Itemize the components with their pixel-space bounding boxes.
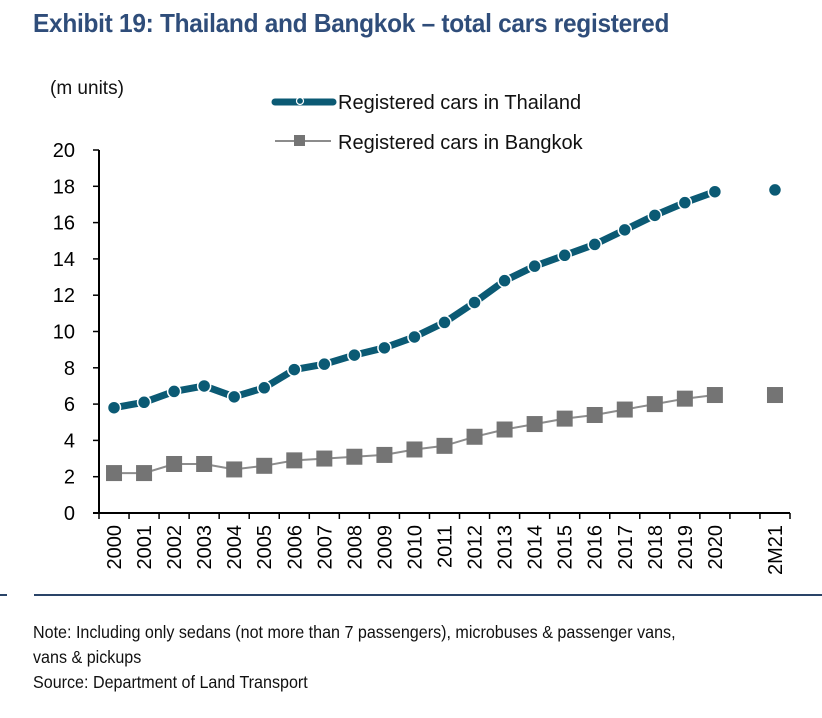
bangkok-point bbox=[406, 441, 423, 458]
bangkok-point bbox=[256, 457, 273, 474]
y-tick-label: 10 bbox=[53, 322, 75, 344]
x-tick-label: 2006 bbox=[284, 525, 306, 570]
axes: 0 2 4 6 8 10 12 14 16 18 20 2000 2001 2002 2003 2004 200… bbox=[53, 140, 791, 575]
bangkok-point bbox=[106, 465, 123, 482]
bangkok-point bbox=[766, 387, 783, 404]
thailand-point bbox=[767, 182, 783, 198]
bangkok-point bbox=[706, 387, 723, 404]
x-tick-label: 2020 bbox=[705, 525, 727, 570]
x-tick-label: 2009 bbox=[374, 525, 396, 570]
bangkok-point bbox=[136, 465, 153, 482]
bangkok-point bbox=[676, 390, 693, 407]
thailand-point bbox=[497, 273, 512, 288]
series-bangkok bbox=[106, 387, 783, 482]
bangkok-point bbox=[526, 416, 543, 433]
thailand-point bbox=[136, 395, 152, 410]
thailand-point bbox=[347, 347, 362, 363]
bangkok-point bbox=[346, 448, 363, 465]
bangkok-point bbox=[226, 461, 243, 478]
thailand-point bbox=[587, 237, 602, 252]
y-tick-label: 6 bbox=[64, 394, 75, 416]
x-tick-label: 2003 bbox=[194, 525, 216, 570]
x-tick-label: 2000 bbox=[104, 525, 126, 570]
thailand-point bbox=[407, 329, 422, 345]
bangkok-point bbox=[376, 446, 393, 463]
y-tick-label: 12 bbox=[53, 285, 75, 307]
x-tick-label: 2014 bbox=[525, 525, 547, 570]
x-tick-label: 2018 bbox=[645, 525, 667, 570]
y-tick-label: 18 bbox=[53, 176, 75, 198]
thailand-point bbox=[647, 208, 663, 223]
bangkok-point bbox=[466, 428, 483, 445]
bangkok-point bbox=[286, 452, 303, 469]
bangkok-point bbox=[556, 410, 573, 427]
thailand-point bbox=[557, 248, 572, 263]
bangkok-point bbox=[646, 396, 663, 413]
x-tick-label: 2004 bbox=[224, 525, 246, 570]
x-tick-label: 2019 bbox=[675, 525, 697, 570]
note-line: vans & pickups bbox=[33, 647, 142, 667]
separator-line-short bbox=[0, 594, 7, 596]
exhibit-title: Exhibit 19: Thailand and Bangkok – total… bbox=[33, 8, 670, 38]
thailand-point bbox=[196, 378, 212, 394]
y-axis-unit-label: (m units) bbox=[50, 78, 124, 99]
x-tick-label: 2015 bbox=[555, 525, 577, 570]
x-tick-label: 2013 bbox=[495, 525, 517, 570]
thailand-point bbox=[317, 356, 332, 372]
thailand-point bbox=[106, 400, 122, 415]
thailand-point bbox=[617, 222, 633, 238]
x-tick-label: 2007 bbox=[314, 525, 336, 570]
thailand-point bbox=[256, 380, 272, 396]
x-tick-label: 2M21 bbox=[765, 525, 787, 575]
thailand-point bbox=[527, 258, 542, 274]
y-tick-label: 2 bbox=[64, 467, 75, 489]
thailand-point bbox=[467, 295, 482, 310]
bangkok-point bbox=[196, 455, 213, 472]
y-tick-label: 0 bbox=[64, 503, 75, 525]
thailand-point bbox=[377, 340, 392, 356]
legend-label-thailand: Registered cars in Thailand bbox=[338, 92, 581, 114]
legend: Registered cars in Thailand Registered ca… bbox=[271, 92, 584, 154]
legend-marker-square-icon bbox=[294, 135, 305, 146]
bangkok-point bbox=[316, 450, 333, 467]
legend-item-bangkok: Registered cars in Bangkok bbox=[275, 132, 584, 154]
series-layer bbox=[106, 182, 783, 482]
bangkok-point bbox=[586, 406, 603, 423]
x-tick-label: 2010 bbox=[404, 525, 426, 570]
y-tick-label: 16 bbox=[53, 213, 75, 235]
note-block: Note: Including only sedans (not more th… bbox=[33, 620, 676, 695]
y-tick-label: 8 bbox=[64, 358, 75, 380]
thailand-point bbox=[437, 315, 452, 330]
thailand-point bbox=[677, 195, 693, 210]
series-thailand bbox=[106, 182, 783, 415]
legend-item-thailand: Registered cars in Thailand bbox=[271, 92, 581, 114]
x-tick-label: 2012 bbox=[465, 525, 487, 570]
legend-label-bangkok: Registered cars in Bangkok bbox=[338, 132, 584, 154]
line-chart: (m units) Registered cars in ThailandReg… bbox=[50, 78, 791, 575]
thailand-point bbox=[287, 362, 302, 377]
y-tick-label: 20 bbox=[53, 140, 75, 162]
bangkok-point bbox=[496, 421, 513, 438]
x-tick-label: 2002 bbox=[164, 525, 186, 570]
x-tick-label: 2008 bbox=[344, 525, 366, 570]
note-line: Note: Including only sedans (not more th… bbox=[33, 622, 676, 642]
legend-marker-circle-icon bbox=[295, 96, 305, 106]
bangkok-point bbox=[166, 455, 183, 472]
source-line: Source: Department of Land Transport bbox=[33, 672, 308, 692]
separator-line bbox=[34, 594, 822, 596]
x-tick-label: 2001 bbox=[134, 525, 156, 570]
thailand-point bbox=[166, 384, 182, 399]
bangkok-point bbox=[436, 437, 453, 454]
x-tick-label: 2011 bbox=[435, 525, 457, 568]
x-tick-label: 2016 bbox=[585, 525, 607, 570]
thailand-point bbox=[707, 184, 723, 199]
bangkok-point bbox=[616, 401, 633, 418]
thailand-point bbox=[226, 389, 242, 405]
y-tick-label: 4 bbox=[64, 430, 75, 452]
y-tick-label: 14 bbox=[53, 249, 75, 271]
x-tick-label: 2017 bbox=[615, 525, 637, 570]
x-tick-label: 2005 bbox=[254, 525, 276, 570]
